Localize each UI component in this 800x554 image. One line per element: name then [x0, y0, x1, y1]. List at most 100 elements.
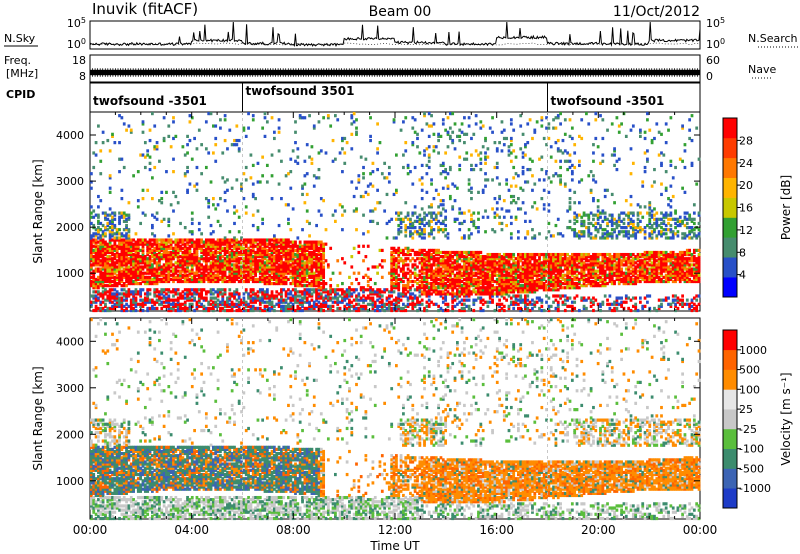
power-pixel: [357, 298, 361, 302]
power-pixel: [216, 275, 220, 279]
power-pixel: [136, 263, 140, 267]
power-pixel: [172, 257, 175, 261]
power-pixel: [502, 261, 506, 265]
power-pixel: [441, 284, 445, 288]
power-pixel: [186, 306, 189, 311]
power-pixel: [160, 273, 164, 277]
power-pixel: [420, 302, 424, 306]
power-pixel: [444, 215, 448, 219]
power-pixel: [460, 250, 464, 255]
power-pixel: [423, 292, 426, 296]
power-pixel: [214, 259, 218, 263]
power-pixel: [176, 302, 180, 306]
power-pixel: [423, 149, 426, 153]
power-pixel: [404, 149, 408, 153]
power-pixel: [390, 290, 394, 294]
power-pixel: [439, 271, 443, 275]
power-pixel: [136, 205, 140, 209]
power-pixel: [106, 308, 110, 313]
power-pixel: [190, 277, 194, 282]
power-pixel: [336, 306, 340, 311]
power-pixel: [291, 302, 295, 306]
power-pixel: [331, 213, 335, 217]
power-pixel: [460, 308, 464, 313]
power-pixel: [273, 236, 276, 240]
power-pixel: [228, 252, 232, 257]
power-pixel: [324, 302, 328, 306]
power-pixel: [463, 255, 466, 259]
power-pixel: [94, 284, 98, 288]
power-pixel: [148, 167, 152, 172]
power-pixel: [498, 261, 501, 265]
power-pixel: [301, 248, 304, 253]
power-pixel: [118, 255, 121, 259]
power-pixel: [242, 250, 246, 255]
power-pixel: [453, 259, 457, 263]
power-pixel: [158, 271, 161, 275]
power-pixel: [132, 267, 135, 271]
power-pixel: [118, 271, 121, 275]
power-pixel: [458, 267, 462, 271]
power-pixel: [251, 308, 255, 313]
power-pixel: [118, 261, 121, 265]
power-pixel: [221, 248, 225, 253]
power-pixel: [416, 215, 419, 219]
power-pixel: [488, 284, 492, 288]
power-pixel: [338, 306, 342, 311]
power-pixel: [230, 255, 234, 259]
power-pixel: [270, 277, 274, 282]
power-pixel: [151, 269, 154, 273]
power-pixel: [172, 250, 175, 255]
power-pixel: [125, 257, 128, 261]
power-pixel: [165, 259, 168, 263]
power-pixel: [277, 257, 281, 261]
power-pixel: [143, 271, 147, 275]
power-pixel: [409, 269, 412, 273]
power-pixel: [143, 155, 147, 159]
power-pixel: [456, 250, 459, 255]
power-pixel: [237, 306, 241, 311]
power-pixel: [186, 273, 189, 277]
power-pixel: [125, 226, 128, 230]
power-pixel: [249, 242, 253, 246]
power-pixel: [376, 292, 379, 296]
power-pixel: [221, 255, 225, 259]
power-pixel: [402, 288, 405, 292]
power-pixel: [190, 217, 194, 221]
power-pixel: [502, 263, 506, 267]
power-pixel: [120, 275, 124, 279]
power-pixel: [413, 267, 417, 271]
power-pixel: [94, 213, 98, 217]
power-pixel: [427, 252, 431, 257]
power-pixel: [470, 281, 473, 286]
power-pixel: [324, 300, 328, 304]
power-pixel: [406, 281, 410, 286]
power-pixel: [488, 267, 492, 271]
power-pixel: [108, 288, 112, 292]
power-pixel: [108, 279, 112, 284]
power-pixel: [470, 219, 473, 223]
power-pixel: [430, 205, 433, 209]
power-pixel: [453, 286, 457, 290]
power-pixel: [263, 263, 267, 267]
power-pixel: [162, 271, 166, 275]
power-pixel: [193, 298, 196, 302]
power-pixel: [132, 300, 135, 304]
power-pixel: [303, 273, 307, 277]
power-pixel: [125, 267, 128, 271]
power-pixel: [92, 308, 96, 313]
power-pixel: [491, 284, 494, 288]
power-pixel: [162, 296, 166, 300]
power-pixel: [420, 257, 424, 261]
power-pixel: [251, 213, 255, 217]
power-pixel: [465, 269, 469, 273]
power-pixel: [275, 246, 279, 250]
power-pixel: [491, 294, 494, 298]
power-pixel: [228, 263, 232, 267]
power-pixel: [315, 244, 318, 248]
power-pixel: [97, 257, 100, 261]
power-pixel: [101, 286, 105, 290]
power-pixel: [498, 265, 501, 269]
power-pixel: [441, 279, 445, 284]
power-pixel: [470, 167, 473, 172]
